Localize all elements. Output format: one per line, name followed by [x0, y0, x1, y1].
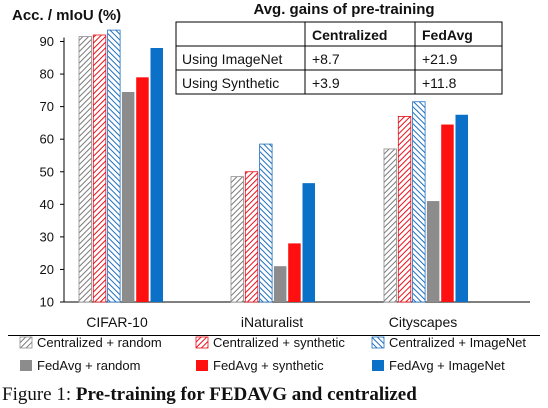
inset-cell-imagenet-fedavg: +21.9	[422, 51, 458, 67]
legend-label: Centralized + random	[37, 335, 162, 350]
bar-cifar-10-0	[78, 36, 92, 303]
legend-label: FedAvg + ImageNet	[389, 358, 505, 373]
y-axis-label: Acc. / mIoU (%)	[12, 7, 121, 24]
inset-cell-imagenet-centralized: +8.7	[312, 51, 340, 67]
bar-inaturalist-3	[273, 266, 287, 302]
bar-cityscapes-5	[455, 114, 468, 302]
y-tick-label: 60	[40, 132, 54, 147]
legend-swatch	[196, 360, 208, 371]
inset-row-label-imagenet: Using ImageNet	[182, 51, 282, 67]
bar-cityscapes-1	[397, 115, 412, 303]
inset-cell-synthetic-fedavg: +11.8	[422, 75, 457, 91]
y-tick-label: 40	[40, 197, 54, 212]
legend-label: FedAvg + random	[37, 358, 140, 373]
legend-swatch	[371, 336, 385, 349]
y-tick-label: 90	[40, 34, 54, 49]
inset-table: Avg. gains of pre-training Centralized F…	[175, 1, 503, 95]
legend-swatch	[19, 336, 33, 349]
inset-cell-synthetic-centralized: +3.9	[312, 75, 340, 91]
x-category-label: iNaturalist	[241, 314, 303, 330]
legend-label: FedAvg + synthetic	[213, 358, 324, 373]
category-labels: CIFAR-10 iNaturalist Cityscapes	[86, 314, 457, 330]
legend-label: Centralized + ImageNet	[389, 335, 526, 350]
y-tick-label: 30	[40, 229, 54, 244]
figure-caption: Figure 1: Pre-training for FEDAVG and ce…	[2, 384, 548, 408]
y-tick-label: 20	[40, 262, 54, 277]
bar-cifar-10-1	[92, 34, 107, 303]
bar-cifar-10-2	[107, 29, 121, 303]
x-category-label: CIFAR-10	[86, 314, 148, 330]
bar-cityscapes-2	[412, 101, 426, 303]
bar-inaturalist-4	[288, 243, 301, 302]
bar-cityscapes-3	[426, 201, 440, 302]
y-tick-label: 80	[40, 67, 54, 82]
y-tick-label: 50	[40, 164, 54, 179]
y-tick-label: 10	[40, 295, 54, 310]
legend-swatch	[372, 360, 384, 371]
bar-inaturalist-1	[244, 171, 259, 303]
legend: Centralized + random Centralized + synthe…	[8, 335, 540, 373]
bars	[78, 29, 468, 303]
bar-cifar-10-5	[150, 48, 163, 303]
legend-label: Centralized + synthetic	[213, 335, 345, 350]
legend-swatch	[20, 360, 32, 371]
inset-col-header-fedavg: FedAvg	[422, 27, 473, 43]
legend-swatch	[195, 336, 209, 349]
caption-title: Pre-training for FEDAVG and centralized	[75, 384, 417, 405]
y-tick-label: 70	[40, 99, 54, 114]
bar-inaturalist-0	[230, 176, 244, 303]
x-category-label: Cityscapes	[389, 314, 457, 330]
inset-table-title: Avg. gains of pre-training	[253, 1, 434, 18]
bar-cifar-10-4	[136, 77, 149, 302]
bar-cityscapes-4	[441, 124, 454, 302]
inset-col-header-centralized: Centralized	[312, 27, 387, 43]
bar-cityscapes-0	[383, 148, 397, 303]
bar-inaturalist-5	[302, 183, 315, 302]
bar-inaturalist-2	[259, 143, 273, 303]
bar-cifar-10-3	[121, 91, 135, 302]
inset-row-label-synthetic: Using Synthetic	[182, 75, 279, 91]
caption-prefix: Figure 1:	[2, 384, 76, 405]
inset-table-border	[175, 21, 503, 95]
